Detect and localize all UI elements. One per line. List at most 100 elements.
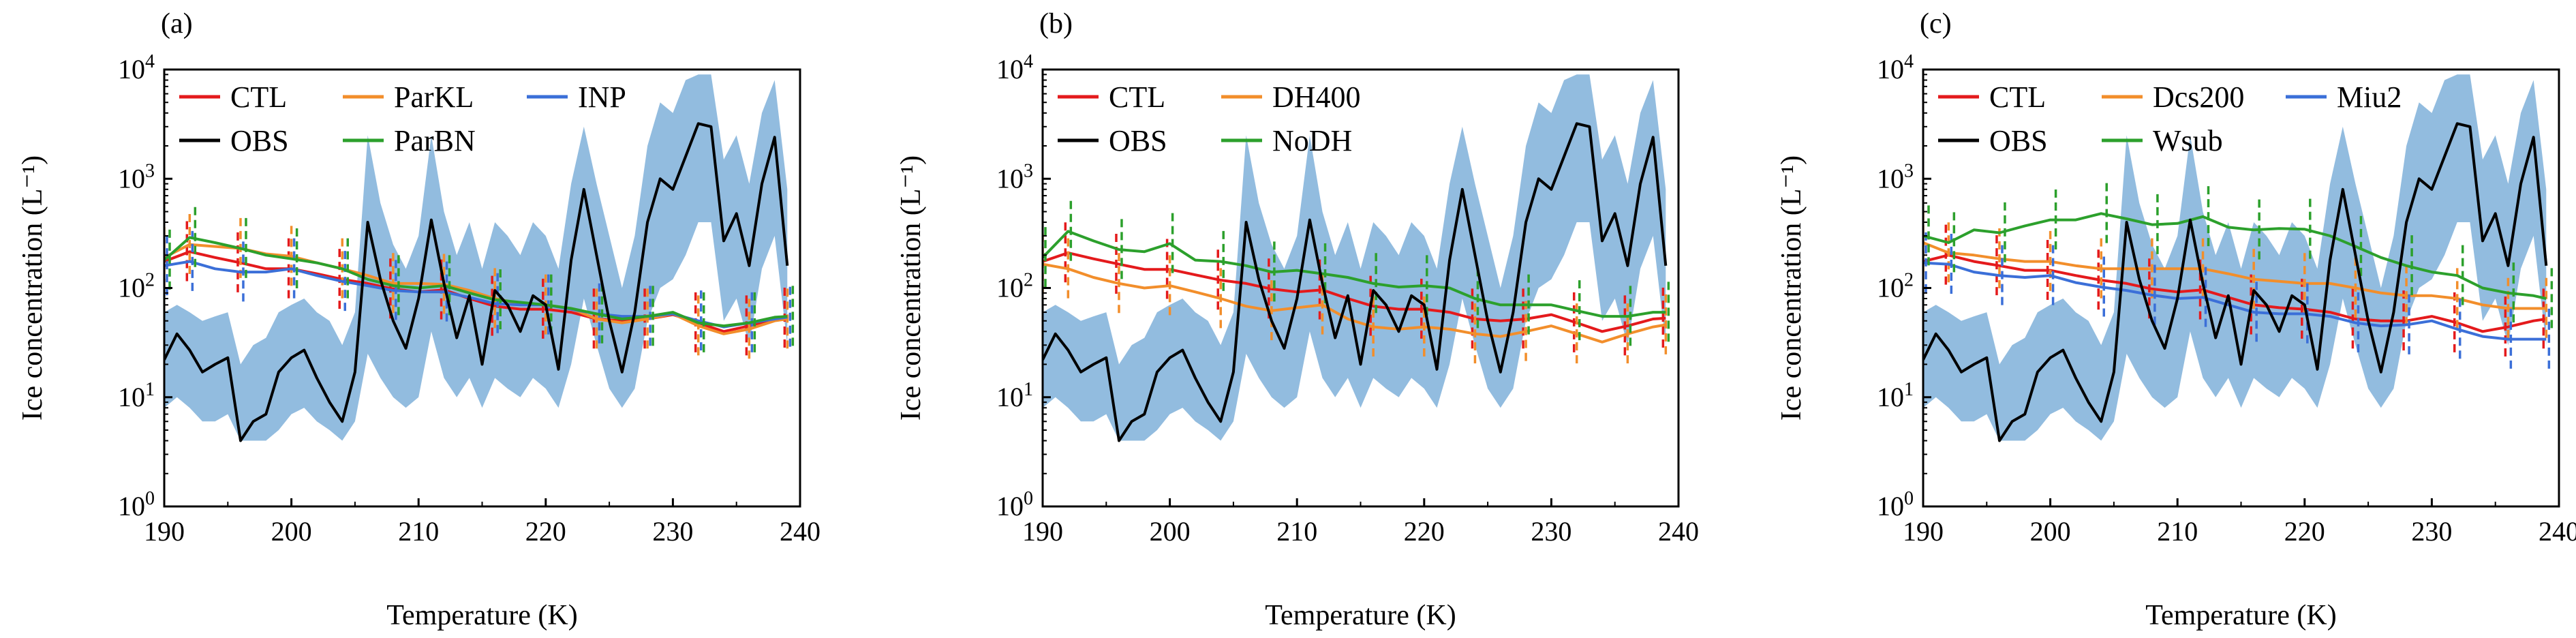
legend-label: CTL: [1989, 80, 2046, 114]
obs-line: [1923, 122, 2548, 442]
y-tick-label: 101: [118, 379, 155, 412]
legend-item-parkl: ParKL: [343, 80, 474, 114]
x-tick-label: 240: [780, 516, 821, 547]
obs-range-band: [1923, 74, 2547, 441]
obs-range-band: [1043, 74, 1666, 441]
series-line: [164, 243, 788, 335]
panel-label: (c): [1920, 8, 1952, 40]
legend: CTL DH400 OBS NoDH: [1058, 80, 1361, 157]
legend-item-dcs200: Dcs200: [2102, 80, 2244, 114]
y-tick-label: 100: [1877, 488, 1914, 521]
legend-item-obs: OBS: [179, 124, 289, 157]
series-dcs200: [1923, 212, 2548, 339]
legend-item-ctl: CTL: [1938, 80, 2046, 114]
x-tick-label: 200: [1150, 516, 1191, 547]
x-tick-label: 220: [2284, 516, 2325, 547]
series-line: [164, 236, 788, 328]
x-tick-label: 210: [2157, 516, 2198, 547]
y-tick-label: 102: [996, 270, 1033, 303]
legend-item-parbn: ParBN: [343, 124, 476, 157]
legend-label: DH400: [1272, 80, 1361, 114]
series-ctl: [1923, 224, 2547, 358]
y-tick-label: 103: [1877, 160, 1914, 194]
legend-item-ctl: CTL: [179, 80, 287, 114]
x-axis-label: Temperature (K): [2145, 600, 2336, 631]
y-tick-label: 104: [996, 51, 1033, 85]
legend-item-obs: OBS: [1058, 124, 1167, 157]
legend-label: OBS: [230, 124, 289, 157]
legend-label: Wsub: [2153, 124, 2223, 157]
series-line: [1043, 262, 1666, 344]
legend-label: CTL: [230, 80, 287, 114]
y-tick-label: 101: [1877, 379, 1914, 412]
legend-label: CTL: [1109, 80, 1165, 114]
x-tick-label: 220: [525, 516, 566, 547]
x-tick-label: 240: [2539, 516, 2576, 547]
legend-label: ParKL: [394, 80, 474, 114]
y-axis-label: Ice concentration (L⁻¹): [17, 155, 48, 421]
obs-line: [164, 122, 789, 442]
legend: CTL Dcs200 Miu2 OBS Wsub: [1938, 80, 2402, 157]
panel-label: (b): [1039, 8, 1073, 40]
y-tick-label: 103: [118, 160, 155, 194]
legend-label: NoDH: [1272, 124, 1352, 157]
y-tick-label: 102: [1877, 270, 1914, 303]
y-axis-label: Ice concentration (L⁻¹): [895, 155, 927, 421]
series-wsub: [1923, 183, 2554, 329]
x-axis-label: Temperature (K): [1265, 600, 1456, 631]
legend-item-inp: INP: [527, 80, 626, 114]
legend-label: Dcs200: [2153, 80, 2244, 114]
x-tick-label: 220: [1404, 516, 1445, 547]
y-tick-label: 100: [118, 488, 155, 521]
panel-c: 190 200 210 220 230 240 100 101 102 103 104 Tempera…: [1776, 8, 2576, 631]
y-tick-label: 104: [118, 51, 155, 85]
series-ctl: [1043, 222, 1666, 356]
series-nodh: [1043, 200, 1670, 347]
y-tick-label: 102: [118, 270, 155, 303]
obs-line: [1043, 122, 1668, 442]
x-tick-label: 200: [271, 516, 312, 547]
plot-area: [164, 74, 795, 442]
legend-item-obs: OBS: [1938, 124, 2048, 157]
legend-label: ParBN: [394, 124, 476, 157]
series-parbn: [164, 207, 795, 354]
series-line: [1923, 254, 2547, 333]
y-tick-label: 104: [1877, 51, 1914, 85]
panel-label: (a): [161, 8, 193, 40]
x-tick-label: 210: [1276, 516, 1317, 547]
y-tick-label: 101: [996, 379, 1033, 412]
legend-label: OBS: [1989, 124, 2048, 157]
legend-item-dh400: DH400: [1221, 80, 1361, 114]
x-tick-label: 230: [1531, 516, 1571, 547]
legend-item-miu2: Miu2: [2286, 80, 2402, 114]
x-tick-label: 230: [2411, 516, 2452, 547]
y-axis-label: Ice concentration (L⁻¹): [1776, 155, 1807, 421]
x-tick-label: 230: [652, 516, 693, 547]
series-line: [1043, 251, 1666, 333]
y-tick-label: 100: [996, 488, 1033, 521]
x-tick-label: 190: [144, 516, 185, 547]
x-tick-label: 240: [1658, 516, 1699, 547]
x-tick-label: 210: [398, 516, 439, 547]
legend-label: INP: [578, 80, 626, 114]
x-tick-label: 190: [1022, 516, 1063, 547]
plot-area: [1043, 74, 1670, 442]
obs-range-band: [164, 74, 788, 441]
series-line: [1043, 230, 1666, 318]
x-tick-label: 200: [2030, 516, 2071, 547]
legend-item-wsub: Wsub: [2102, 124, 2223, 157]
y-tick-label: 103: [996, 160, 1033, 194]
panel-b: 190 200 210 220 230 240 100 101 102 103 104 Tempera…: [895, 8, 1699, 631]
x-axis-label: Temperature (K): [386, 600, 577, 631]
legend: CTL ParKL INP OBS ParBN: [179, 80, 626, 157]
legend-label: OBS: [1109, 124, 1167, 157]
panel-a: 190 200 210 220 230 240 100 101 102 103 104 Tempera…: [17, 8, 821, 631]
legend-label: Miu2: [2337, 80, 2402, 114]
legend-item-nodh: NoDH: [1221, 124, 1352, 157]
series-line: [1923, 261, 2547, 341]
legend-item-ctl: CTL: [1058, 80, 1165, 114]
series-line: [1923, 241, 2547, 310]
series-line: [1923, 212, 2547, 300]
plot-area: [1923, 74, 2554, 442]
